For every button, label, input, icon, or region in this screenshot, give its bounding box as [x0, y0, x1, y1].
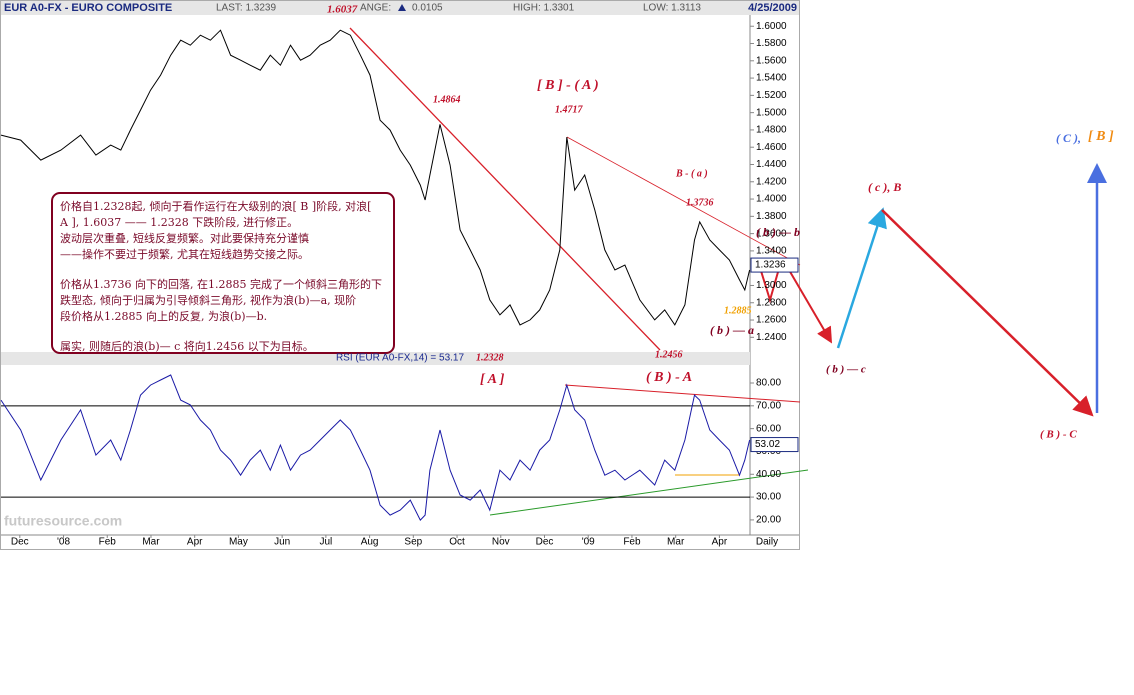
y-tick-label: 1.6000 — [756, 21, 787, 32]
note-line: 波动层次重叠, 短线反复频繁。对此要保持充分谨慎 — [60, 231, 309, 245]
annotation: ( B ) - C — [1040, 429, 1077, 441]
y-tick-label: 20.00 — [756, 515, 781, 526]
last-value-label: 53.02 — [755, 439, 780, 450]
x-tick-label: Mar — [667, 537, 685, 548]
note-line: 段价格从1.2885 向上的反复, 为浪(b)—b. — [60, 309, 267, 323]
x-tick-label: Oct — [449, 537, 465, 548]
x-tick-label: Feb — [99, 537, 117, 548]
projection-arrow — [881, 209, 1094, 417]
last-value-box — [750, 257, 799, 273]
y-tick-label: 1.2800 — [756, 297, 787, 308]
note-line: 价格自1.2328起, 倾向于看作运行在大级别的浪[ B ]阶段, 对浪[ — [60, 199, 371, 213]
annotation: ( b ) — a — [710, 323, 754, 337]
x-tick-label: Mar — [142, 537, 160, 548]
x-tick-label: '08 — [57, 537, 70, 548]
y-tick-label: 1.4400 — [756, 159, 787, 170]
y-tick-label: 1.5600 — [756, 55, 787, 66]
annotation: [ B ] - ( A ) — [537, 78, 599, 93]
y-tick-label: 1.3600 — [756, 228, 787, 239]
up-icon — [398, 4, 406, 11]
annotation: 1.6037 — [327, 4, 358, 16]
y-tick-label: 70.00 — [756, 400, 781, 411]
trend-line — [564, 384, 801, 403]
y-tick-label: 1.2400 — [756, 332, 787, 343]
y-tick-label: 1.5800 — [756, 38, 787, 49]
last-value-box — [750, 437, 799, 453]
y-tick-label: 1.4200 — [756, 176, 787, 187]
y-tick-label: 1.3400 — [756, 246, 787, 257]
x-tick-label: Dec — [536, 537, 554, 548]
y-tick-label: 1.5400 — [756, 73, 787, 84]
change-label: ANGE: — [360, 3, 391, 14]
last-value-label: 1.3236 — [755, 260, 786, 271]
y-tick-label: 1.3000 — [756, 280, 787, 291]
note-line: 属实, 则随后的浪(b)— c 将向1.2456 以下为目标。 — [60, 339, 314, 353]
y-tick-label: 1.5200 — [756, 90, 787, 101]
x-tick-label: May — [229, 537, 248, 548]
high: HIGH: 1.3301 — [513, 3, 575, 14]
note-box — [51, 192, 395, 354]
annotation: B - ( a ) — [675, 168, 708, 179]
annotation: 1.4864 — [433, 94, 461, 105]
change-value: 0.0105 — [412, 3, 443, 14]
x-tick-label: Sep — [404, 537, 422, 548]
y-tick-label: 80.00 — [756, 378, 781, 389]
y-tick-label: 40.00 — [756, 469, 781, 480]
date: 4/25/2009 — [748, 2, 797, 14]
annotation: ( C ), — [1056, 131, 1081, 145]
symbol: EUR A0-FX - EURO COMPOSITE — [4, 2, 172, 14]
y-tick-label: 60.00 — [756, 423, 781, 434]
note-line: 价格从1.3736 向下的回落, 在1.2885 完成了一个倾斜三角形的下 — [60, 277, 382, 291]
projection-arrow — [836, 207, 887, 349]
annotation: [ A ] — [480, 372, 505, 387]
note-line: 跌型态, 倾向于归属为引导倾斜三角形, 视作为浪(b)—a, 现阶 — [60, 293, 356, 307]
annotation: 1.4717 — [555, 104, 584, 115]
annotation: 1.2328 — [476, 352, 504, 363]
low: LOW: 1.3113 — [643, 3, 701, 14]
pane-separator — [1, 352, 750, 365]
y-tick-label: 1.4800 — [756, 125, 787, 136]
trend-line — [489, 469, 809, 516]
trend-line — [566, 136, 801, 266]
y-tick-label: 1.4600 — [756, 142, 787, 153]
y-tick-label: 1.4000 — [756, 194, 787, 205]
last: LAST: 1.3239 — [216, 3, 276, 14]
x-tick-label: Apr — [712, 537, 728, 548]
annotation: 1.3736 — [686, 197, 714, 208]
x-tick-label: Jun — [274, 537, 290, 548]
annotation: [ B ] — [1088, 129, 1114, 144]
annotation: ( b ) — c — [826, 364, 866, 376]
annotation: 1.2885 — [724, 305, 752, 316]
trend-line — [349, 27, 661, 351]
y-tick-label: 30.00 — [756, 492, 781, 503]
y-tick-label: 1.2600 — [756, 315, 787, 326]
watermark: futuresource.com — [4, 513, 122, 529]
annotation: ( B ) - A — [646, 370, 692, 385]
x-tick-label: Nov — [492, 537, 510, 548]
period-label: Daily — [756, 537, 778, 548]
x-tick-label: Dec — [11, 537, 29, 548]
x-tick-label: Aug — [361, 537, 379, 548]
note-line: A ], 1.6037 —— 1.2328 下跌阶段, 进行修正。 — [59, 215, 298, 229]
series-line — [0, 29, 751, 326]
pane-title: RSI (EUR A0-FX,14) = 53.17 — [336, 353, 465, 364]
note-line: ——操作不要过于频繁, 尤其在短线趋势交接之际。 — [60, 247, 309, 261]
annotation: ( b ) — b — [756, 225, 800, 239]
x-tick-label: '09 — [582, 537, 595, 548]
y-tick-label: 1.3800 — [756, 211, 787, 222]
x-tick-label: Feb — [623, 537, 641, 548]
y-tick-label: 1.5000 — [756, 107, 787, 118]
x-tick-label: Apr — [187, 537, 203, 548]
x-tick-label: Jul — [319, 537, 332, 548]
series-line — [0, 374, 751, 521]
annotation: ( c ), B — [868, 180, 901, 194]
annotation: 1.2456 — [655, 349, 683, 360]
